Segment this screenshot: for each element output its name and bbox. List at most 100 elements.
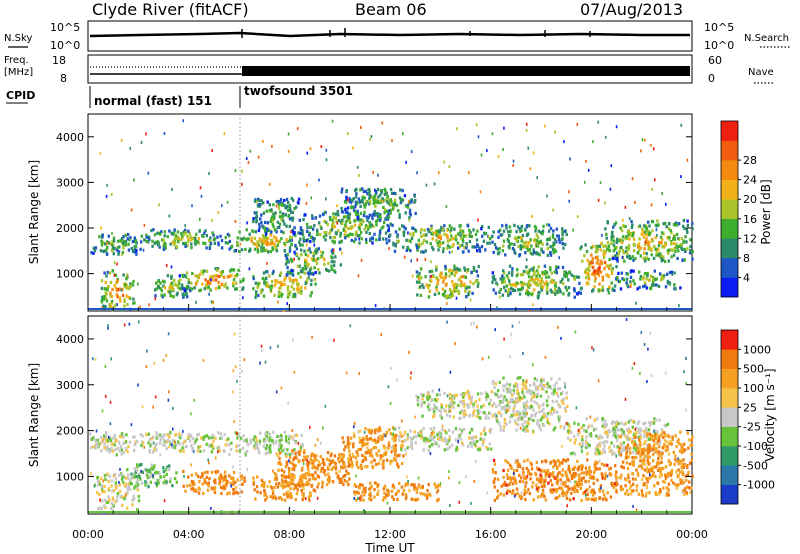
colorbar-swatch: [721, 257, 738, 278]
x-tick-label: 16:00: [475, 528, 507, 541]
y-tick-label: 2000: [56, 425, 84, 438]
cpid-row: CPID normal (fast) 151 twofsound 3501: [6, 84, 353, 108]
colorbar-tick-label: 1000: [743, 343, 771, 356]
scatter-band: [181, 267, 245, 293]
scatter-band: [139, 430, 228, 454]
colorbar-tick-label: 100: [743, 382, 764, 395]
scatter-band: [139, 228, 228, 251]
y-tick-label: 4000: [56, 131, 84, 144]
velocity-ylabel: Slant Range [km]: [27, 363, 41, 467]
power-panel: 1000 2000 3000 4000 Slant Range [km] 4 8 12 16…: [27, 113, 773, 312]
scatter-band: [353, 481, 441, 503]
power-y-axis: 1000 2000 3000 4000: [56, 131, 692, 281]
x-tick-label: 04:00: [173, 528, 205, 541]
cpid-segment-normal: normal (fast) 151: [94, 94, 212, 108]
colorbar-swatch: [721, 140, 738, 161]
x-tick-label: 00:00: [676, 528, 708, 541]
beam-title: Beam 06: [355, 0, 427, 19]
date-title: 07/Aug/2013: [580, 0, 683, 19]
colorbar-swatch: [721, 160, 738, 180]
scatter-band: [340, 187, 417, 221]
scatter-band: [252, 196, 303, 236]
scatter-band: [579, 242, 619, 295]
y-tick-label: 1000: [56, 268, 84, 281]
nave-tick-top: 60: [708, 54, 722, 67]
colorbar-tick-label: 28: [743, 154, 757, 167]
freq-frame: [87, 54, 693, 84]
colorbar-tick-label: -25: [743, 421, 761, 434]
colorbar-swatch: [721, 446, 738, 466]
velocity-panel: 1000 2000 3000 4000 Slant Range [km] 1000 50…: [27, 304, 777, 554]
scatter-band: [491, 264, 581, 300]
scatter-band: [415, 264, 480, 300]
power-colorbar-label: Power [dB]: [759, 179, 773, 244]
scatter-band: [391, 223, 492, 254]
scatter-band: [491, 223, 568, 258]
time-axis-label: Time UT: [364, 541, 415, 554]
colorbar-swatch: [721, 388, 738, 408]
x-tick-label: 08:00: [273, 528, 305, 541]
x-tick-label: 00:00: [72, 528, 104, 541]
scatter-band: [302, 209, 392, 245]
colorbar-swatch: [721, 465, 738, 485]
scatter-band: [415, 389, 493, 420]
velocity-y-axis: 1000 2000 3000 4000: [56, 333, 692, 483]
colorbar-tick-label: 20: [743, 193, 757, 206]
colorbar-frame: [720, 120, 739, 298]
nsearch-label: N.Search: [744, 33, 789, 44]
sparse-echoes: [90, 318, 687, 515]
y-tick-label: 2000: [56, 222, 84, 235]
colorbar-tick-label: 25: [743, 401, 757, 414]
nsky-label: N.Sky: [4, 33, 32, 44]
scatter-band: [617, 269, 682, 291]
y-tick-label: 1000: [56, 470, 84, 483]
colorbar-tick-label: -100: [743, 440, 768, 453]
nsky-frame: [87, 20, 693, 52]
nave-tick-bottom: 0: [708, 72, 715, 85]
velocity-colorbar: 1000 500 100 25 -25 -100 -500 -1000: [720, 329, 775, 505]
colorbar-swatch: [721, 277, 738, 298]
colorbar-swatch: [721, 218, 738, 239]
power-ylabel: Slant Range [km]: [27, 160, 41, 264]
scatter-band: [182, 469, 246, 496]
scatter-band: [390, 426, 493, 452]
y-tick-label: 3000: [56, 379, 84, 392]
freq-label: Freq.: [4, 55, 29, 66]
scatter-band: [96, 472, 141, 512]
scatter-band: [226, 228, 305, 254]
cpid-label: CPID: [6, 89, 35, 102]
scatter-band: [126, 462, 178, 489]
scatter-band: [90, 232, 138, 256]
colorbar-swatch: [721, 238, 738, 259]
nave-label: Nave: [748, 67, 774, 78]
scatter-band: [491, 375, 569, 434]
scatter-band: [252, 269, 317, 299]
scatter-band: [616, 430, 694, 498]
colorbar-swatch: [721, 368, 738, 389]
colorbar-tick-label: 8: [743, 252, 750, 265]
power-colorbar: 4 8 12 16 20 24 28: [720, 120, 757, 298]
colorbar-tick-label: 24: [743, 174, 757, 187]
colorbar-swatch: [721, 179, 738, 200]
colorbar-tick-label: -1000: [743, 479, 775, 492]
colorbar-frame: [720, 329, 739, 505]
x-tick-label: 12:00: [374, 528, 406, 541]
colorbar-swatch: [721, 484, 738, 505]
scatter-band: [604, 218, 694, 264]
y-tick-label: 4000: [56, 333, 84, 346]
time-axis: 00:00 04:00 08:00 12:00 16:00 20:00 00:00: [72, 304, 708, 541]
cpid-segment-twofsound: twofsound 3501: [244, 84, 353, 98]
colorbar-swatch: [721, 330, 738, 350]
nsky-spikes: [241, 28, 591, 38]
colorbar-tick-label: 500: [743, 363, 764, 376]
colorbar-tick-label: 16: [743, 213, 757, 226]
freq-trace-twofsound: [242, 66, 690, 76]
sparse-echoes: [99, 119, 689, 312]
scatter-band: [284, 247, 342, 277]
nsky-tick-top: 10^5: [50, 21, 80, 34]
freq-tick-bottom: 8: [60, 72, 67, 85]
velocity-colorbar-label: Velocity [m s⁻¹]: [763, 368, 777, 461]
y-tick-label: 3000: [56, 176, 84, 189]
colorbar-tick-label: 12: [743, 232, 757, 245]
